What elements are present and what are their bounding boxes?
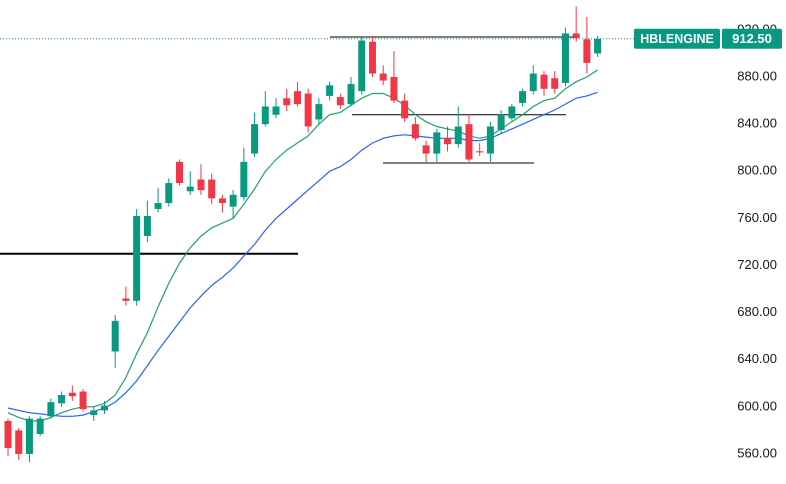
candle-body <box>422 145 430 154</box>
candle-body <box>551 78 559 89</box>
candle-body <box>497 114 505 131</box>
candle-body <box>197 179 205 191</box>
candle-body <box>293 91 301 105</box>
candle-body <box>358 40 366 92</box>
y-tick-label: 760.00 <box>737 210 777 225</box>
symbol-badge <box>634 28 720 49</box>
candle-body <box>283 98 291 106</box>
candle-body <box>390 77 398 101</box>
candle-body <box>186 186 194 192</box>
y-tick-label: 600.00 <box>737 398 777 413</box>
last-price-label: 912.50 <box>732 31 772 46</box>
y-tick-label: 880.00 <box>737 68 777 83</box>
candle-body <box>240 161 248 198</box>
y-tick-label: 720.00 <box>737 257 777 272</box>
candle-body <box>25 418 33 454</box>
candle-body <box>90 410 98 416</box>
candle-body <box>100 405 108 411</box>
candle-body <box>4 420 12 449</box>
candle-body <box>529 73 537 92</box>
candle-body <box>572 33 580 39</box>
candle-body <box>111 320 119 352</box>
candle-body <box>347 84 355 105</box>
candle-body <box>476 151 484 153</box>
candle-body <box>444 138 452 145</box>
candle-body <box>401 100 409 119</box>
candle-body <box>508 106 516 119</box>
candle-body <box>540 74 548 89</box>
candle-body <box>433 132 441 154</box>
candle-body <box>133 216 141 301</box>
y-tick-label: 640.00 <box>737 351 777 366</box>
candle-body <box>208 179 216 199</box>
moving-average <box>7 69 598 422</box>
candle-body <box>594 38 602 54</box>
candle-body <box>465 124 473 160</box>
candle-body <box>304 93 312 127</box>
candle-body <box>379 73 387 81</box>
candle-body <box>368 41 376 74</box>
candle-body <box>272 106 280 115</box>
candle-body <box>251 124 259 154</box>
candle-body <box>143 216 151 237</box>
y-tick-label: 800.00 <box>737 163 777 178</box>
candle-body <box>486 126 494 154</box>
candle-body <box>454 126 462 145</box>
candle-body <box>79 391 87 410</box>
candle-body <box>261 106 269 125</box>
y-tick-label: 680.00 <box>737 304 777 319</box>
candle-body <box>58 395 66 404</box>
candle-body <box>68 392 76 397</box>
candle-body <box>47 402 55 417</box>
symbol-label: HBLENGINE <box>640 32 714 46</box>
candle-body <box>336 97 344 106</box>
candle-body <box>411 124 419 139</box>
candle-body <box>165 183 173 204</box>
candle-body <box>154 203 162 209</box>
candle-body <box>122 298 130 301</box>
candle-body <box>326 85 334 96</box>
candle-body <box>561 33 569 83</box>
candle-body <box>519 91 527 103</box>
candle-body <box>315 104 323 120</box>
candle-body <box>218 198 226 204</box>
price-badge <box>722 28 782 49</box>
y-tick-label: 840.00 <box>737 116 777 131</box>
candle-body <box>583 39 591 63</box>
candle-body <box>15 430 23 454</box>
y-tick-label: 560.00 <box>737 445 777 460</box>
candle-body <box>229 194 237 207</box>
candle-body <box>176 161 184 184</box>
candle-body <box>36 418 44 434</box>
